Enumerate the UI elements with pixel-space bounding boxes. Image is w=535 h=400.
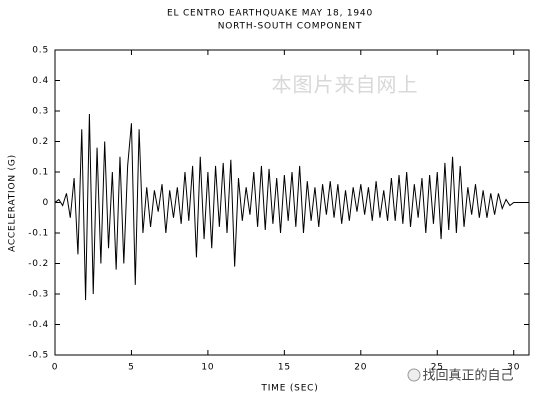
y-axis-label: ACCELERATION (G) — [8, 154, 18, 252]
y-tick-label: 0.1 — [32, 168, 49, 178]
y-tick-label: -0.2 — [28, 259, 49, 269]
watermark-icon — [407, 368, 421, 382]
y-tick-label: 0.3 — [32, 107, 49, 117]
x-tick-label: 25 — [431, 363, 444, 373]
y-tick-label: -0.4 — [28, 320, 49, 330]
y-tick-label: 0.2 — [32, 137, 49, 147]
x-axis-label: TIME (SEC) — [260, 384, 318, 394]
y-tick-label: 0.4 — [32, 76, 49, 86]
y-tick-label: -0.1 — [28, 229, 49, 239]
x-tick-label: 5 — [128, 363, 135, 373]
x-tick-label: 30 — [507, 363, 520, 373]
y-tick-label: -0.3 — [28, 290, 49, 300]
watermark: 本图片来自网上 — [272, 73, 419, 97]
signal-line — [54, 114, 529, 301]
chart-subtitle: NORTH-SOUTH COMPONENT — [218, 22, 363, 32]
x-tick-label: 20 — [354, 363, 367, 373]
watermark: 找回真正的自己 — [422, 368, 513, 384]
x-tick-label: 0 — [52, 363, 59, 373]
y-tick-label: 0 — [42, 198, 49, 208]
y-tick-label: -0.5 — [28, 351, 49, 361]
chart-title: EL CENTRO EARTHQUAKE MAY 18, 1940 — [167, 9, 373, 19]
y-tick-label: 0.5 — [32, 46, 49, 56]
x-tick-label: 15 — [278, 363, 291, 373]
x-tick-label: 10 — [201, 363, 214, 373]
